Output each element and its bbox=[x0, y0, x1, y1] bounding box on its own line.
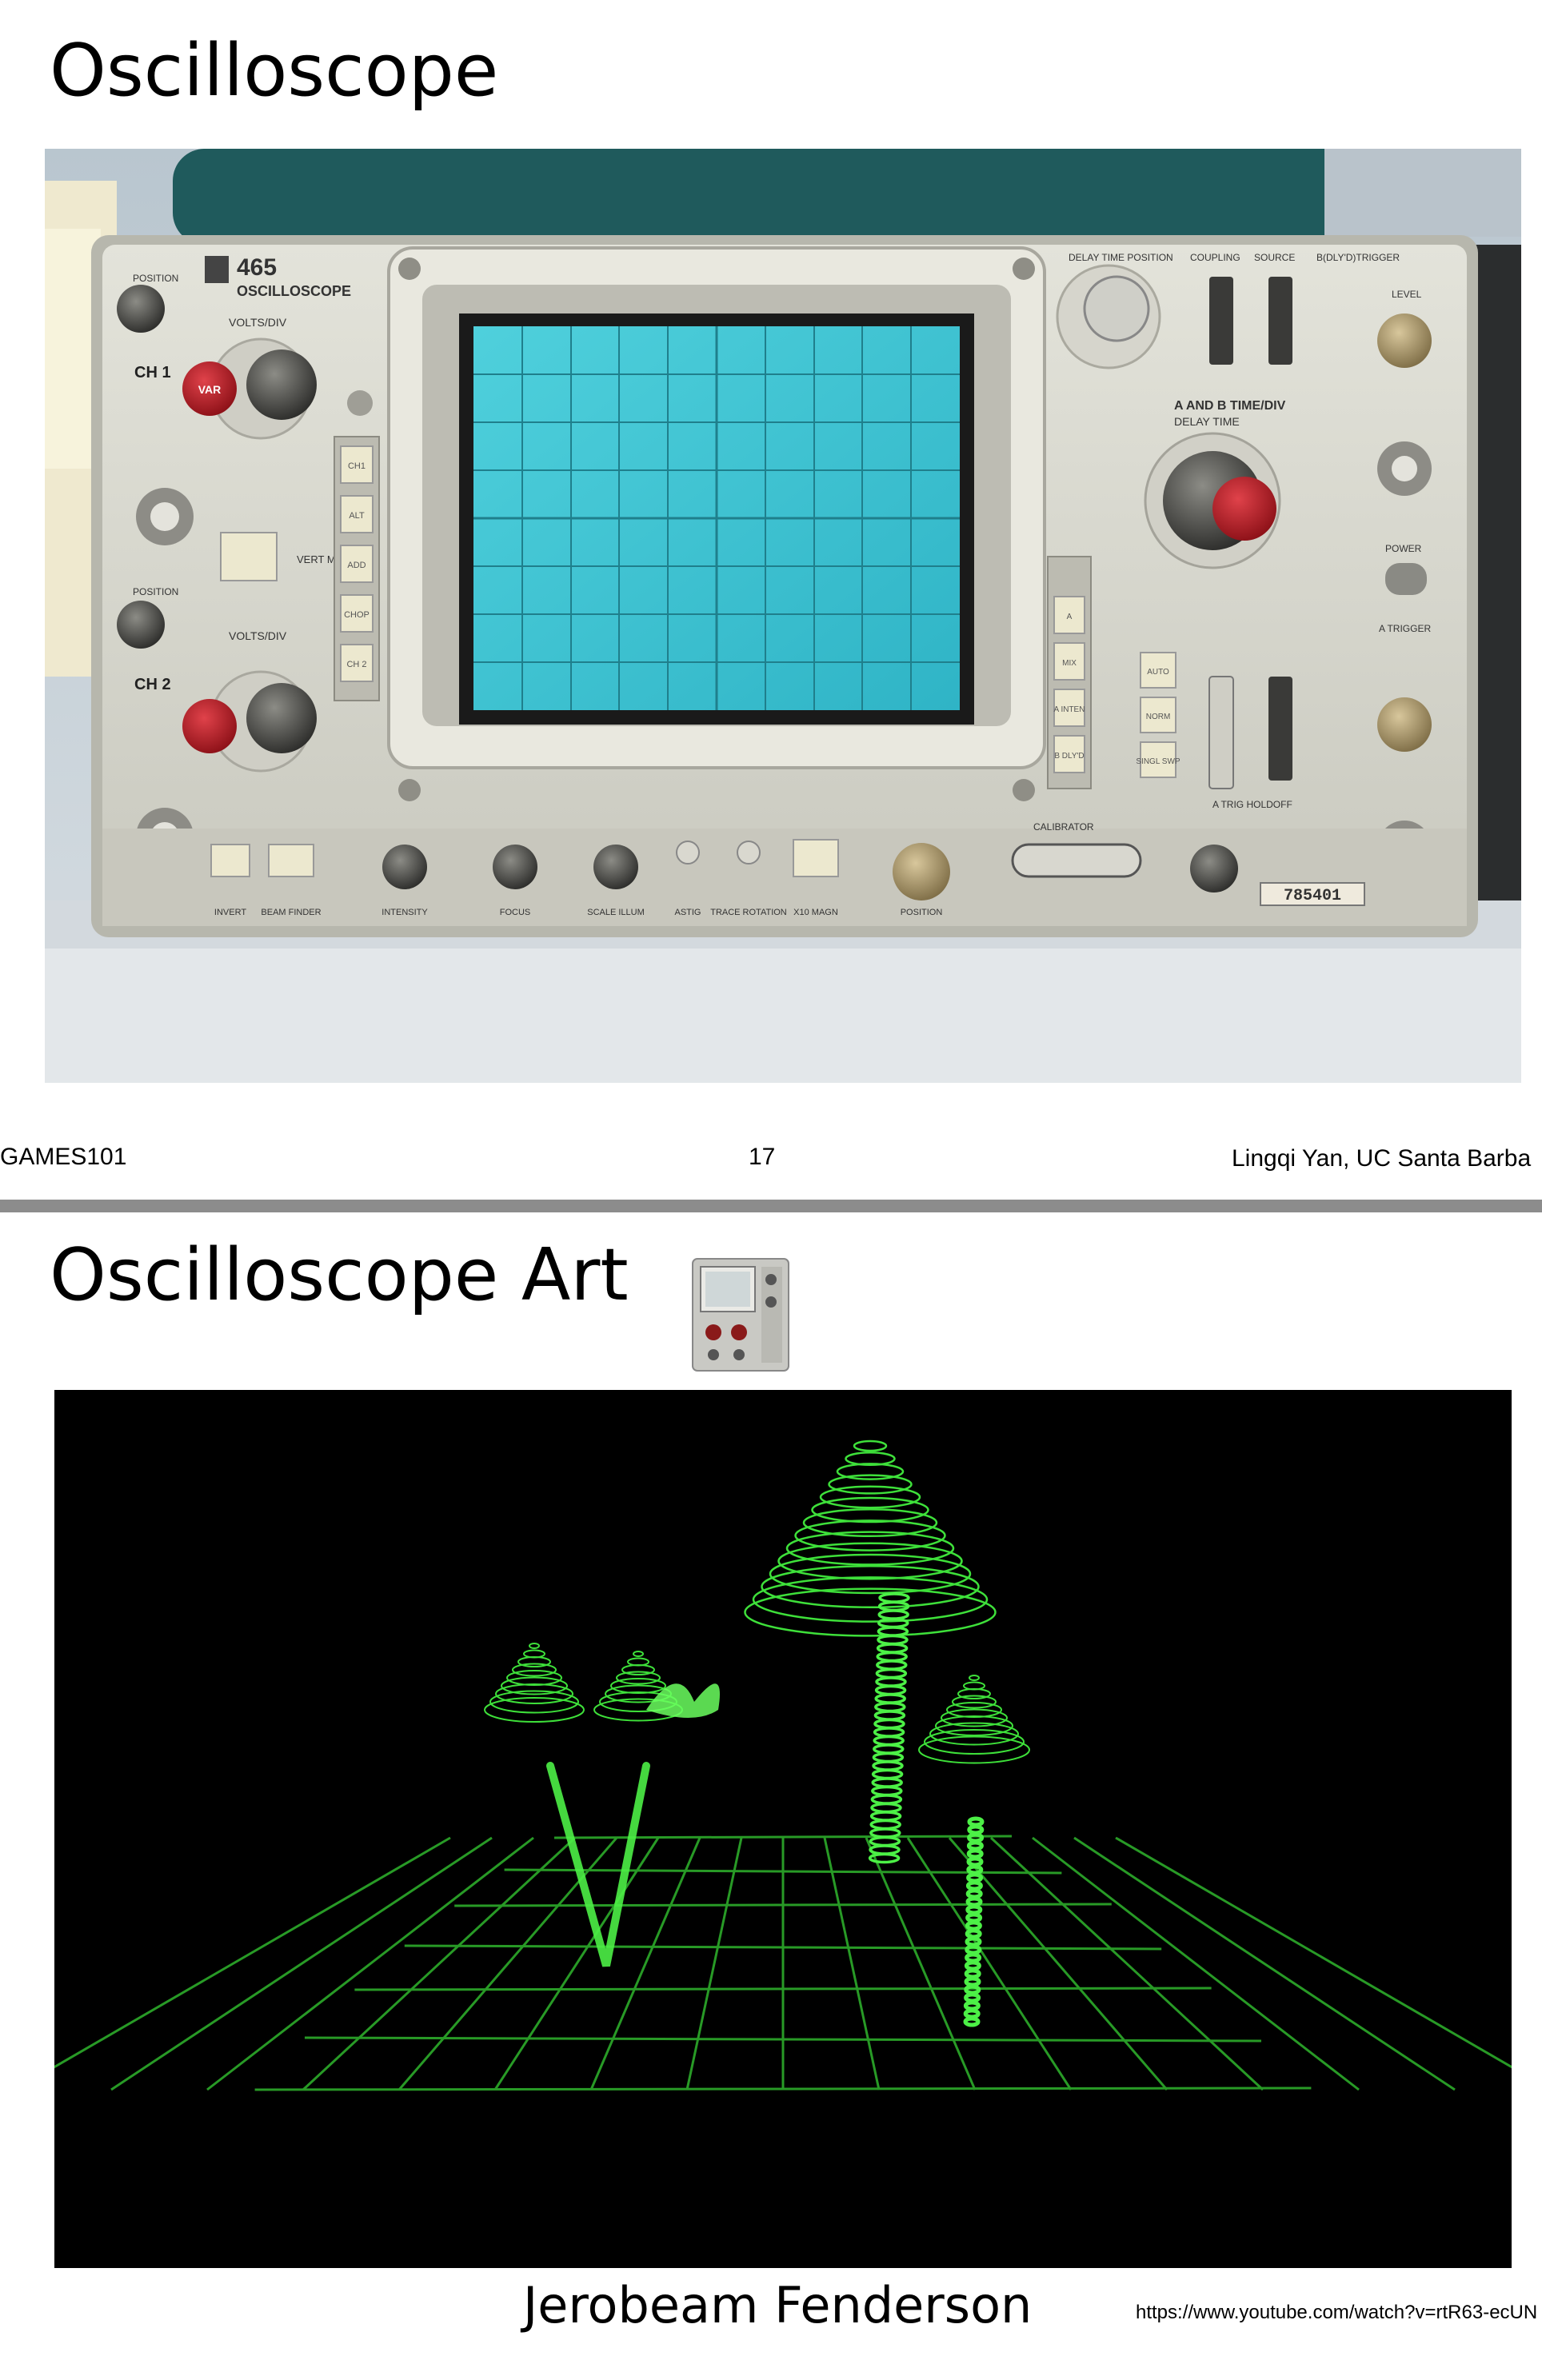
oscilloscope-art-photo bbox=[54, 1390, 1512, 2268]
trigger-label: B(DLY'D)TRIGGER bbox=[1316, 252, 1400, 263]
bottom-control-label: ASTIG bbox=[674, 908, 701, 917]
slide-oscilloscope-art: Oscilloscope Art bbox=[0, 1212, 1542, 2380]
a-trig-holdoff-label: A TRIG HOLDOFF bbox=[1212, 799, 1292, 810]
serial-number: 785401 bbox=[1284, 887, 1341, 905]
slide-divider bbox=[0, 1200, 1542, 1212]
power-label: POWER bbox=[1385, 543, 1422, 554]
volts-div-label: VOLTS/DIV bbox=[229, 316, 287, 329]
footer-author: Lingqi Yan, UC Santa Barba bbox=[1232, 1145, 1532, 1172]
ch1-label: CH 1 bbox=[134, 364, 171, 381]
vert-mode-button-label: CH1 bbox=[348, 461, 366, 471]
position-label: POSITION bbox=[133, 273, 178, 284]
horiz-display-button[interactable] bbox=[1053, 689, 1085, 727]
footer-page-number: 17 bbox=[749, 1144, 776, 1170]
coupling-label: COUPLING bbox=[1190, 252, 1240, 263]
artist-caption: Jerobeam Fenderson bbox=[523, 2276, 1033, 2334]
horiz-display-button-label: B DLY'D bbox=[1054, 752, 1084, 761]
footer-course: GAMES101 bbox=[0, 1144, 127, 1170]
bottom-control-label: TRACE ROTATION bbox=[710, 908, 787, 917]
source-label: SOURCE bbox=[1254, 252, 1295, 263]
delay-time-position-label: DELAY TIME POSITION bbox=[1069, 252, 1173, 263]
bottom-control-label: SCALE ILLUM bbox=[587, 908, 645, 917]
time-div-label: A AND B TIME/DIV bbox=[1174, 399, 1286, 413]
slide-title: Oscilloscope Art bbox=[50, 1233, 629, 1317]
trig-mode-button[interactable] bbox=[1140, 697, 1176, 733]
vert-mode-button[interactable] bbox=[340, 495, 374, 533]
video-url[interactable]: https://www.youtube.com/watch?v=rtR63-ec… bbox=[1136, 2302, 1538, 2323]
horiz-display-button[interactable] bbox=[1053, 642, 1085, 681]
delay-time-label: DELAY TIME bbox=[1174, 415, 1240, 428]
bottom-control-label: INVERT bbox=[214, 908, 246, 917]
trig-mode-button-label: SINGL SWP bbox=[1136, 757, 1180, 766]
vert-mode-button[interactable] bbox=[340, 594, 374, 633]
vert-mode-button[interactable] bbox=[340, 445, 374, 484]
bottom-control-label: FOCUS bbox=[500, 908, 531, 917]
ch2-label: CH 2 bbox=[134, 676, 171, 693]
bottom-control-label: POSITION bbox=[901, 908, 943, 917]
horiz-display-button-label: MIX bbox=[1062, 659, 1077, 668]
horiz-display-button-label: A INTEN bbox=[1054, 705, 1085, 714]
trig-mode-button-label: AUTO bbox=[1147, 668, 1169, 677]
var-label: VAR bbox=[198, 383, 222, 396]
bottom-control-label: X10 MAGN bbox=[793, 908, 838, 917]
calibrator-label: CALIBRATOR bbox=[1033, 821, 1094, 833]
slide-oscilloscope: Oscilloscope bbox=[0, 29, 1532, 1172]
vert-mode-button[interactable] bbox=[340, 545, 374, 583]
position-label-2: POSITION bbox=[133, 586, 178, 597]
bottom-control-label: INTENSITY bbox=[382, 908, 428, 917]
level-label: LEVEL bbox=[1392, 289, 1422, 300]
bottom-control-label: BEAM FINDER bbox=[261, 908, 321, 917]
trig-mode-button[interactable] bbox=[1140, 741, 1176, 778]
vert-mode-button-label: CH 2 bbox=[346, 660, 366, 669]
vert-mode-button-label: ALT bbox=[349, 511, 365, 521]
slide-title: Oscilloscope bbox=[50, 29, 499, 113]
vert-mode-button[interactable] bbox=[340, 644, 374, 682]
trig-mode-button[interactable] bbox=[1140, 652, 1176, 689]
horiz-display-button-label: A bbox=[1067, 613, 1073, 621]
brand-number: 465 bbox=[237, 254, 277, 281]
brand-name: OSCILLOSCOPE bbox=[237, 283, 351, 299]
oscilloscope-photo: 465 OSCILLOSCOPE POSITION VOLTS/DIV CH 1… bbox=[45, 149, 1521, 1083]
oscilloscope-icon bbox=[688, 1256, 800, 1376]
a-trigger-label: A TRIGGER bbox=[1379, 623, 1431, 634]
vert-mode-button-label: ADD bbox=[347, 561, 366, 570]
trig-mode-button-label: NORM bbox=[1146, 713, 1171, 721]
horiz-display-button[interactable] bbox=[1053, 596, 1085, 634]
volts-div-label-2: VOLTS/DIV bbox=[229, 629, 287, 642]
horiz-display-button[interactable] bbox=[1053, 735, 1085, 773]
vert-mode-button-label: CHOP bbox=[344, 610, 370, 620]
